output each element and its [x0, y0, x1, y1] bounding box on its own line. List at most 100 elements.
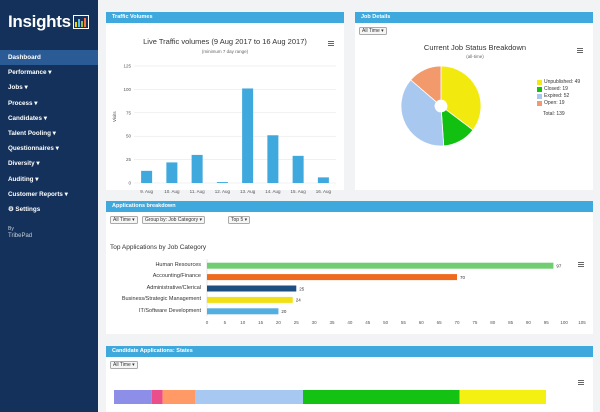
legend-swatch: [537, 86, 542, 92]
sidebar-item-diversity[interactable]: Diversity ▾: [8, 160, 40, 168]
sidebar-item-process[interactable]: Process ▾: [8, 99, 38, 107]
sidebar-item-talent-pooling[interactable]: Talent Pooling ▾: [8, 129, 56, 137]
legend-label: Closed: 19: [544, 86, 568, 92]
chart-title: Top Applications by Job Category: [110, 244, 207, 251]
legend-item-unpublished[interactable]: Unpublished: 49: [537, 79, 580, 85]
x-tick-label: 95: [544, 320, 550, 325]
legend-label: Open: 19: [544, 100, 565, 106]
x-tick-label: 50: [383, 320, 389, 325]
panel-header: Traffic Volumes: [106, 12, 344, 23]
sidebar-item-settings[interactable]: ⚙ Settings: [8, 205, 41, 213]
x-tick-label: 90: [526, 320, 532, 325]
chart-menu-icon[interactable]: [577, 48, 583, 53]
bar: [207, 308, 279, 315]
x-tick-label: 75: [472, 320, 478, 325]
x-tick-label: 70: [454, 320, 460, 325]
sidebar-item-auditing[interactable]: Auditing ▾: [8, 175, 39, 183]
x-tick-label: 85: [508, 320, 514, 325]
bar: [267, 135, 279, 183]
x-tick-label: 65: [437, 320, 443, 325]
bar: [207, 285, 297, 292]
category-label: Business/Strategic Management: [121, 296, 201, 302]
x-tick-label: 40: [347, 320, 353, 325]
x-tick-label: 15: [258, 320, 264, 325]
x-tick-label: 25: [294, 320, 300, 325]
chart-menu-icon[interactable]: [578, 380, 584, 385]
stack-segment: [459, 390, 546, 404]
legend-item-closed[interactable]: Closed: 19: [537, 86, 568, 92]
stack-segment: [114, 390, 152, 404]
chart-menu-icon[interactable]: [328, 41, 334, 46]
x-tick-label: 60: [419, 320, 425, 325]
by-label: By: [8, 226, 14, 232]
data-label: 70: [460, 275, 466, 280]
sidebar-item-candidates[interactable]: Candidates ▾: [8, 114, 47, 122]
sidebar: Insights Dashboard Performance ▾ Jobs ▾ …: [0, 0, 98, 412]
category-label: Accounting/Finance: [152, 273, 201, 279]
sidebar-item-jobs[interactable]: Jobs ▾: [8, 84, 28, 92]
bar: [242, 88, 254, 183]
sidebar-item-performance[interactable]: Performance ▾: [8, 69, 52, 77]
legend-item-open[interactable]: Open: 19: [537, 100, 565, 106]
time-range-select[interactable]: All Time ▾: [110, 361, 138, 369]
panel-header: Applications breakdown: [106, 201, 593, 212]
pie-slice-unpublished: [440, 65, 482, 131]
bar-chart-logo-icon: [72, 15, 89, 29]
bar: [207, 274, 457, 281]
x-tick-label: 100: [560, 320, 568, 325]
x-tick-label: 11. Aug: [190, 189, 205, 194]
job-details-panel: Job Details All Time ▾ Current Job Statu…: [355, 12, 593, 190]
time-range-select[interactable]: All Time ▾: [359, 27, 387, 35]
x-tick-label: 9. Aug: [140, 189, 153, 194]
legend-label: Expired: 52: [544, 93, 570, 99]
category-label: IT/Software Development: [138, 308, 201, 314]
total-label: Total: 139: [543, 111, 565, 117]
x-tick-label: 30: [312, 320, 318, 325]
y-tick-label: 100: [123, 87, 131, 92]
category-label: Administrative/Clerical: [146, 285, 201, 291]
pie-slice-expired: [400, 79, 445, 147]
legend-swatch: [537, 93, 542, 99]
pie-slice-closed: [440, 109, 474, 147]
bar: [207, 262, 554, 269]
chart-title: Live Traffic volumes (9 Aug 2017 to 16 A…: [143, 37, 307, 46]
x-tick-label: 80: [490, 320, 496, 325]
pie-slice-open: [410, 65, 442, 103]
logo[interactable]: Insights: [8, 12, 89, 32]
x-tick-label: 16. Aug: [316, 189, 332, 194]
x-tick-label: 0: [206, 320, 209, 325]
stack-segment: [195, 390, 303, 404]
y-tick-label: 75: [126, 110, 132, 115]
chart-subtitle: (minimum 7 day range): [201, 49, 249, 54]
x-tick-label: 45: [365, 320, 371, 325]
stack-segment: [151, 390, 163, 404]
bar: [141, 170, 153, 183]
data-label: 25: [299, 286, 305, 291]
sidebar-item-questionnaires[interactable]: Questionnaires ▾: [8, 145, 59, 153]
sidebar-nav: Dashboard Performance ▾ Jobs ▾ Process ▾…: [0, 50, 98, 217]
applications-breakdown-panel: Applications breakdown All Time ▾ Group …: [106, 201, 593, 334]
y-tick-label: 50: [126, 134, 132, 139]
top-n-select[interactable]: Top 5 ▾: [228, 216, 251, 224]
stack-segment: [303, 390, 460, 404]
group-by-select[interactable]: Group by: Job Category ▾: [142, 216, 205, 224]
legend-item-expired[interactable]: Expired: 52: [537, 93, 569, 99]
sidebar-item-dashboard[interactable]: Dashboard: [0, 50, 98, 66]
applications-bar-chart: 0 5 10 15 20 25 30 35 40 45 50 55 60 65 70 75 80 85 90 95 10…: [206, 259, 586, 325]
chart-menu-icon[interactable]: [578, 262, 584, 267]
x-tick-label: 35: [329, 320, 335, 325]
candidate-states-panel: Candidate Applications: States All Time …: [106, 346, 593, 412]
bar: [207, 296, 293, 303]
job-status-pie: [400, 65, 482, 147]
x-tick-label: 13. Aug: [240, 189, 256, 194]
time-range-select[interactable]: All Time ▾: [110, 216, 138, 224]
x-tick-label: 55: [401, 320, 407, 325]
y-tick-label: 125: [123, 64, 131, 69]
y-tick-label: 25: [126, 157, 132, 162]
chart-title: Current Job Status Breakdown: [423, 43, 527, 52]
sidebar-item-customer-reports[interactable]: Customer Reports ▾: [8, 190, 68, 198]
traffic-chart: 0 25 50 75 100 125 9. Aug 10. Aug 11. Aug 12. Aug…: [123, 64, 336, 194]
x-tick-label: 12. Aug: [215, 189, 231, 194]
traffic-volumes-panel: Traffic Volumes Live Traffic volumes (9 …: [106, 12, 344, 194]
y-tick-label: 0: [128, 181, 131, 186]
